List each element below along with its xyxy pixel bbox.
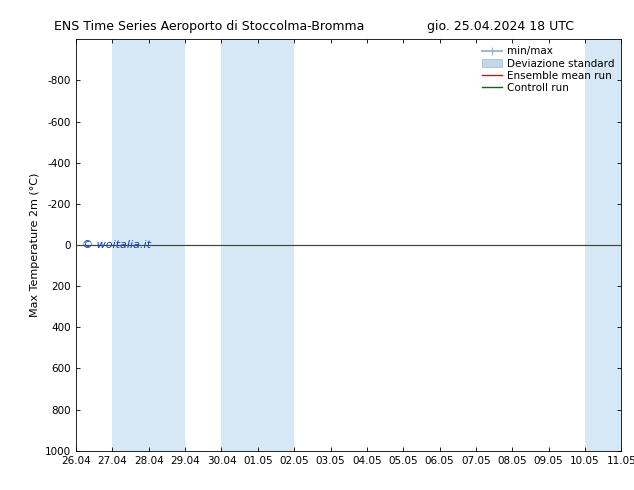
Y-axis label: Max Temperature 2m (°C): Max Temperature 2m (°C): [30, 173, 39, 317]
Legend: min/max, Deviazione standard, Ensemble mean run, Controll run: min/max, Deviazione standard, Ensemble m…: [479, 45, 616, 95]
Text: © woitalia.it: © woitalia.it: [82, 240, 150, 250]
Text: ENS Time Series Aeroporto di Stoccolma-Bromma: ENS Time Series Aeroporto di Stoccolma-B…: [54, 20, 365, 33]
Bar: [112, 39, 185, 451]
Bar: [585, 39, 621, 451]
Bar: [221, 39, 294, 451]
Text: gio. 25.04.2024 18 UTC: gio. 25.04.2024 18 UTC: [427, 20, 574, 33]
